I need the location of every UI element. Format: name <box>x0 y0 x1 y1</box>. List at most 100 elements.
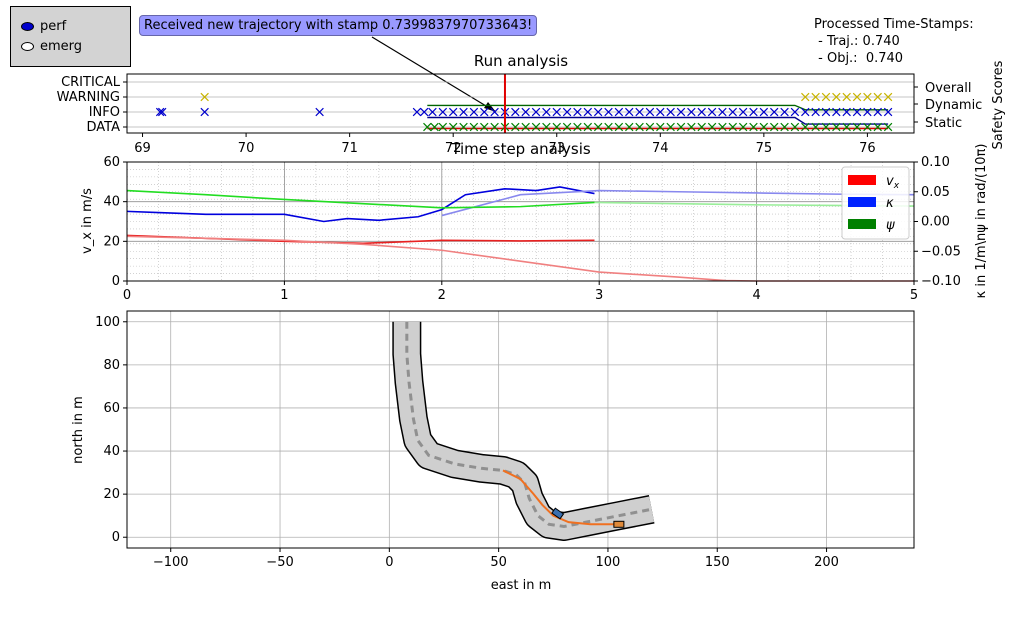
info-marker <box>531 107 541 117</box>
info-marker <box>604 107 613 117</box>
legend-swatch <box>848 197 876 207</box>
data-marker <box>769 122 779 132</box>
time-step-title: Time step analysis <box>450 140 591 158</box>
info-marker <box>511 107 520 117</box>
map-chart: east in m north in m −100 −50 0 50 100 150 200… <box>71 310 915 593</box>
data-marker <box>614 122 624 132</box>
data-marker <box>542 122 551 132</box>
info-marker <box>645 107 655 117</box>
curvature-ytick-label: 0.00 <box>921 215 950 230</box>
north-tick-label: 0 <box>112 530 120 545</box>
data-marker <box>511 122 520 132</box>
curvature-ytick-label: 0.10 <box>921 155 950 170</box>
run-xtick-label: 74 <box>652 141 669 156</box>
data-marker <box>759 122 769 132</box>
timestamps-traj: - Traj.: 0.740 <box>814 34 900 49</box>
info-marker <box>635 107 644 117</box>
data-marker <box>423 122 432 132</box>
east-tick-label: 100 <box>596 555 621 570</box>
curvature-ytick-label: −0.05 <box>921 244 961 259</box>
legend-entry-label: ψ <box>886 218 895 233</box>
data-marker <box>832 122 841 132</box>
radio-option-perf[interactable]: perf <box>21 19 66 34</box>
info-marker <box>873 107 882 117</box>
data-marker <box>604 122 613 132</box>
series-line <box>126 234 595 245</box>
data-marker <box>480 122 489 132</box>
info-marker <box>438 107 448 117</box>
data-marker <box>883 122 893 132</box>
warning-marker <box>852 92 862 102</box>
data-marker <box>728 122 738 132</box>
run-xtick-label: 71 <box>341 141 358 156</box>
north-tick-label: 100 <box>95 315 120 330</box>
data-marker <box>645 122 655 132</box>
info-marker <box>801 107 810 117</box>
info-marker <box>315 107 324 117</box>
data-marker <box>531 122 541 132</box>
data-marker <box>801 122 810 132</box>
info-marker <box>428 107 437 117</box>
east-tick-label: −100 <box>153 555 189 570</box>
data-marker <box>562 122 572 132</box>
legend-entry-label: κ <box>886 196 894 211</box>
info-marker <box>200 107 209 117</box>
warning-marker <box>801 92 810 102</box>
info-marker <box>562 107 572 117</box>
data-marker <box>666 122 675 132</box>
warning-marker <box>842 92 851 102</box>
info-marker <box>157 107 167 117</box>
warning-marker <box>821 92 831 102</box>
time-xtick-label: 1 <box>280 288 288 303</box>
warning-marker <box>863 92 872 102</box>
north-tick-label: 40 <box>103 444 120 459</box>
time-xtick-label: 5 <box>910 288 918 303</box>
radio-option-emerg[interactable]: emerg <box>21 39 82 54</box>
run-xtick-label: 76 <box>859 141 876 156</box>
run-ytick-label: WARNING <box>57 90 120 105</box>
data-marker <box>749 122 758 132</box>
info-marker <box>593 107 603 117</box>
run-xtick-label: 70 <box>238 141 255 156</box>
east-tick-label: 150 <box>705 555 730 570</box>
time-xtick-label: 4 <box>752 288 760 303</box>
north-axis-label: north in m <box>71 396 86 464</box>
info-marker <box>759 107 769 117</box>
warning-marker <box>873 92 882 102</box>
timestamps-heading: Processed Time-Stamps: <box>814 17 974 32</box>
radio-label-perf: perf <box>40 19 67 34</box>
data-marker <box>697 122 706 132</box>
planned-trajectory <box>502 469 619 526</box>
controller-mode-radio-panel: perf emerg <box>10 6 131 67</box>
info-marker <box>676 107 686 117</box>
info-marker <box>842 107 851 117</box>
time-xtick-label: 3 <box>595 288 603 303</box>
road-lane-marking <box>405 321 652 528</box>
velocity-ytick-label: 60 <box>103 155 120 170</box>
data-marker <box>790 122 800 132</box>
info-marker <box>738 107 748 117</box>
warning-marker <box>200 92 209 102</box>
score-line-dynamic <box>427 116 889 125</box>
info-marker <box>728 107 738 117</box>
processed-timestamps: Processed Time-Stamps: - Traj.: 0.740 - … <box>814 16 974 67</box>
data-marker <box>552 122 561 132</box>
data-marker <box>738 122 748 132</box>
data-marker <box>821 122 831 132</box>
velocity-ytick-label: 40 <box>103 195 120 210</box>
info-marker <box>697 107 706 117</box>
info-marker <box>469 107 479 117</box>
data-marker <box>656 122 665 132</box>
curvature-ytick-label: −0.10 <box>921 274 961 289</box>
curvature-ytick-label: 0.05 <box>921 185 950 200</box>
score-tick-label: Overall <box>925 81 971 96</box>
annotation-arrowhead <box>484 102 496 112</box>
info-marker <box>412 107 422 117</box>
data-marker <box>625 122 634 132</box>
info-marker <box>769 107 779 117</box>
velocity-axis-label: v_x in m/s <box>80 188 95 254</box>
east-tick-label: 0 <box>385 555 393 570</box>
run-analysis-chart: Run analysis Safety Scores DATAINFOWARNI… <box>57 52 1006 156</box>
east-tick-label: −50 <box>266 555 293 570</box>
info-marker <box>583 107 593 117</box>
